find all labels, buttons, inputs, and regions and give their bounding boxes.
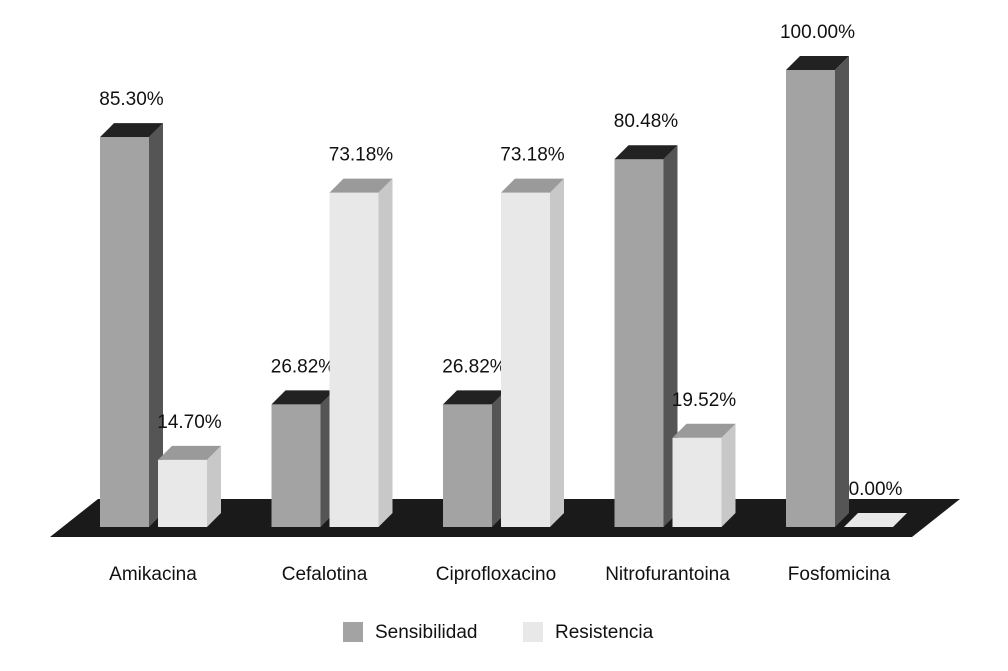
x-tick-label: Cefalotina bbox=[282, 564, 368, 585]
bar bbox=[443, 390, 506, 527]
data-label: 19.52% bbox=[672, 390, 737, 411]
data-label: 14.70% bbox=[157, 412, 222, 433]
data-label: 100.00% bbox=[780, 22, 855, 43]
data-label: 26.82% bbox=[442, 356, 507, 377]
bar bbox=[100, 123, 163, 527]
legend-swatch bbox=[343, 622, 363, 642]
bar bbox=[672, 423, 736, 527]
bar bbox=[158, 445, 221, 527]
x-tick-label: Amikacina bbox=[109, 564, 197, 585]
legend-label: Sensibilidad bbox=[375, 622, 477, 643]
data-label: 26.82% bbox=[271, 356, 336, 377]
x-tick-label: Fosfomicina bbox=[788, 564, 891, 585]
bar bbox=[614, 145, 678, 527]
bar bbox=[786, 56, 849, 527]
legend-label: Resistencia bbox=[555, 622, 654, 643]
x-tick-label: Ciprofloxacino bbox=[436, 564, 556, 585]
bar bbox=[271, 390, 335, 527]
bar bbox=[501, 178, 564, 528]
data-label: 0.00% bbox=[849, 479, 903, 500]
data-label: 80.48% bbox=[614, 111, 679, 132]
x-tick-label: Nitrofurantoina bbox=[605, 564, 730, 585]
legend-swatch bbox=[523, 622, 543, 642]
data-label: 73.18% bbox=[329, 145, 394, 166]
data-label: 85.30% bbox=[99, 89, 164, 110]
data-label: 73.18% bbox=[500, 145, 565, 166]
bar bbox=[329, 178, 393, 528]
bar bbox=[844, 513, 907, 527]
